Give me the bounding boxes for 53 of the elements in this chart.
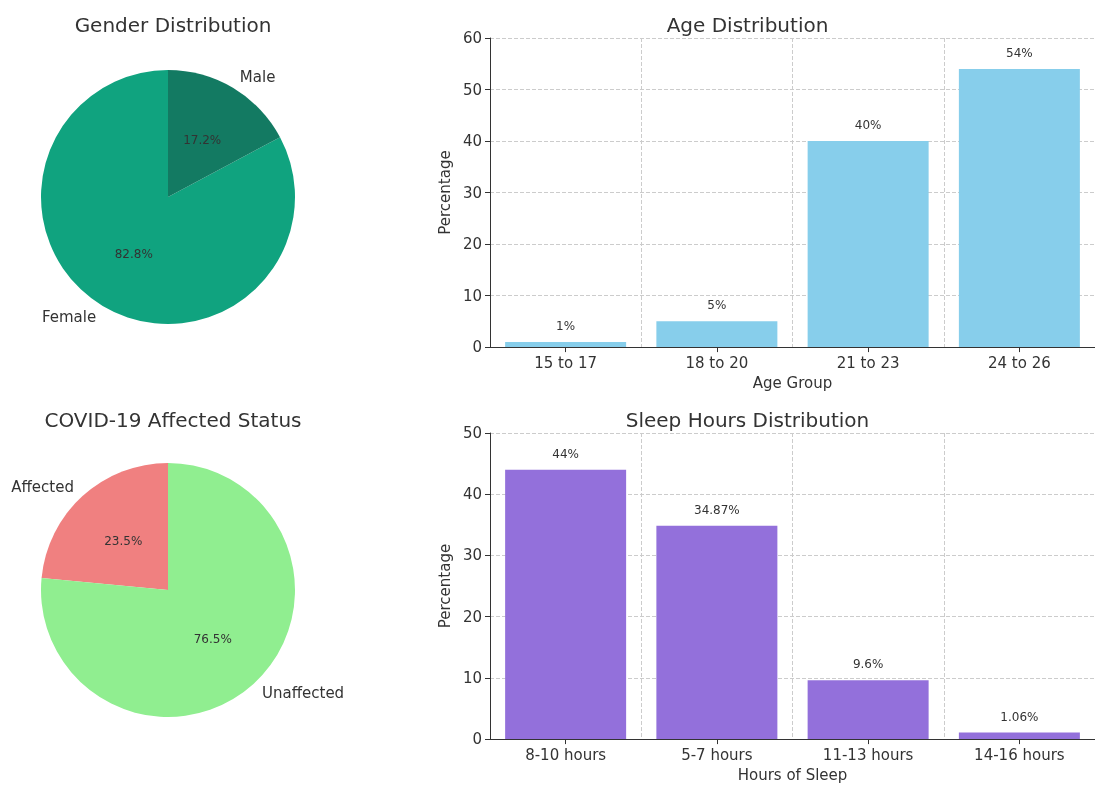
x-axis-title: Hours of Sleep bbox=[737, 765, 848, 784]
chart-title: Sleep Hours Distribution bbox=[625, 408, 870, 432]
data-label: 5% bbox=[707, 298, 727, 313]
data-label: 17.2% bbox=[183, 132, 222, 147]
x-tick-label: 8-10 hours bbox=[525, 745, 607, 764]
x-tick-label: 24 to 26 bbox=[987, 353, 1051, 372]
y-axis-title: Percentage bbox=[435, 543, 454, 629]
data-label: 34.87% bbox=[693, 502, 740, 517]
bar bbox=[807, 680, 929, 740]
y-tick-label: 0 bbox=[472, 730, 482, 749]
x-tick-label: 11-13 hours bbox=[822, 745, 914, 764]
x-tick-label: 5-7 hours bbox=[681, 745, 753, 764]
y-tick-label: 50 bbox=[462, 424, 482, 442]
slice-label: Affected bbox=[11, 477, 74, 496]
bar bbox=[656, 321, 778, 348]
y-tick-label: 60 bbox=[462, 29, 482, 47]
data-label: 23.5% bbox=[104, 533, 143, 548]
y-tick-label: 0 bbox=[472, 338, 482, 357]
data-label: 44% bbox=[552, 446, 579, 461]
chart-title: Gender Distribution bbox=[74, 13, 272, 37]
data-label: 54% bbox=[1006, 45, 1033, 60]
y-tick-label: 10 bbox=[462, 668, 482, 687]
x-tick-label: 15 to 17 bbox=[534, 353, 598, 372]
x-tick-label: 18 to 20 bbox=[685, 353, 749, 372]
bar bbox=[958, 68, 1080, 348]
slice-label: Unaffected bbox=[262, 684, 345, 703]
slice-label: Male bbox=[239, 68, 276, 87]
x-tick-label: 21 to 23 bbox=[836, 353, 900, 372]
chart-title: COVID-19 Affected Status bbox=[44, 408, 302, 432]
data-label: 1% bbox=[556, 318, 576, 333]
y-tick-label: 40 bbox=[462, 485, 482, 504]
slice-label: Female bbox=[41, 307, 97, 326]
x-tick-label: 14-16 hours bbox=[974, 745, 1065, 764]
bar bbox=[958, 732, 1080, 740]
bar bbox=[505, 469, 627, 740]
data-label: 9.6% bbox=[852, 657, 884, 672]
data-label: 76.5% bbox=[193, 632, 232, 647]
data-label: 82.8% bbox=[114, 247, 153, 262]
y-tick-label: 20 bbox=[462, 607, 482, 626]
y-tick-label: 30 bbox=[462, 546, 482, 565]
y-axis-title: Percentage bbox=[435, 150, 454, 235]
y-tick-label: 20 bbox=[462, 235, 482, 254]
bar bbox=[656, 525, 778, 740]
bar bbox=[505, 341, 627, 348]
data-label: 1.06% bbox=[1000, 709, 1039, 724]
x-axis-title: Age Group bbox=[752, 373, 833, 392]
y-tick-label: 10 bbox=[462, 286, 482, 305]
y-tick-label: 30 bbox=[462, 183, 482, 202]
y-tick-label: 40 bbox=[462, 132, 482, 151]
chart-title: Age Distribution bbox=[666, 13, 829, 37]
data-label: 40% bbox=[854, 118, 882, 133]
bar bbox=[807, 141, 929, 348]
y-tick-label: 50 bbox=[462, 80, 482, 99]
